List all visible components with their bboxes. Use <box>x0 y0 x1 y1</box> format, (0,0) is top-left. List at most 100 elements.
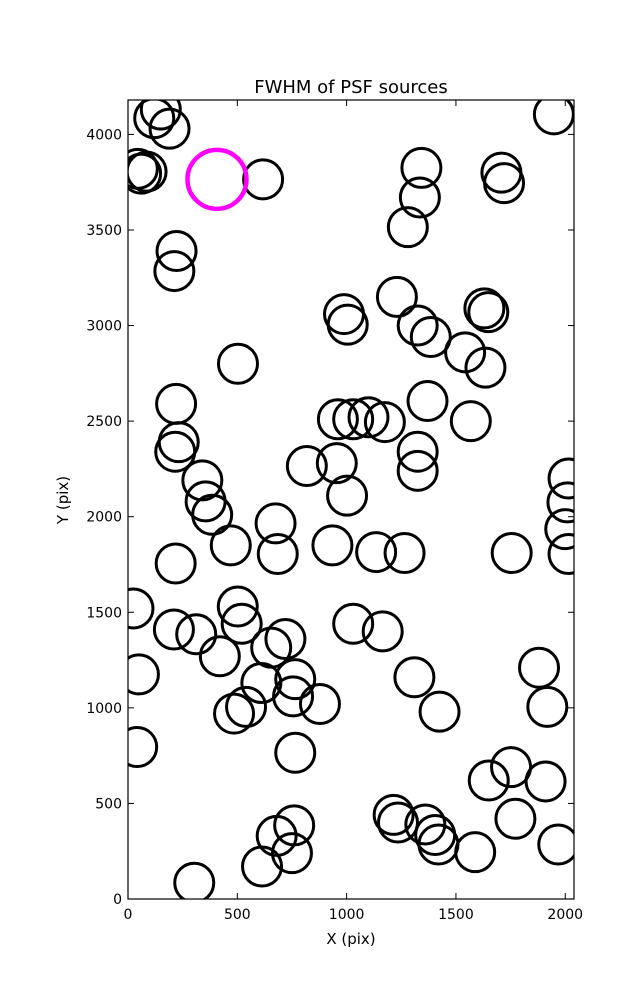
source-marker <box>396 304 439 347</box>
y-tick-label: 0 <box>113 892 122 908</box>
y-tick-label: 500 <box>95 796 122 812</box>
x-tick-label: 1500 <box>438 907 474 923</box>
source-marker <box>128 587 155 630</box>
highlighted-source-marker <box>185 147 249 212</box>
source-markers <box>128 100 574 899</box>
source-marker <box>133 100 176 140</box>
source-marker <box>483 162 526 205</box>
source-marker <box>316 398 359 441</box>
chart-title: FWHM of PSF sources <box>254 77 448 98</box>
source-marker <box>264 618 307 661</box>
source-marker <box>398 176 441 219</box>
x-axis-label: X (pix) <box>326 930 375 948</box>
source-marker <box>285 445 328 488</box>
source-marker <box>272 675 315 718</box>
source-marker <box>216 342 259 385</box>
source-marker <box>467 759 510 802</box>
source-marker <box>256 532 299 575</box>
source-marker <box>332 398 375 441</box>
source-marker <box>254 502 297 545</box>
source-marker <box>225 685 268 728</box>
source-marker <box>494 797 537 840</box>
source-marker <box>404 803 447 846</box>
y-tick-label: 1500 <box>86 605 122 621</box>
source-marker <box>181 459 224 502</box>
source-marker <box>198 635 241 678</box>
source-marker <box>547 532 574 575</box>
source-marker <box>386 206 429 249</box>
x-axis-ticks: 0 500 1000 1500 2000 <box>124 100 583 923</box>
highlight-marker-group <box>185 147 249 212</box>
source-marker <box>406 380 449 423</box>
source-marker <box>274 658 317 701</box>
source-marker <box>409 316 452 359</box>
y-tick-label: 1000 <box>86 701 122 717</box>
source-marker <box>326 303 369 346</box>
source-marker <box>153 250 196 293</box>
source-marker <box>400 146 443 189</box>
y-axis-ticks: 0 500 1000 1500 2000 2500 3000 3500 4000 <box>86 127 574 908</box>
source-marker <box>128 150 168 193</box>
source-marker <box>270 832 313 875</box>
source-marker <box>383 532 426 575</box>
source-marker <box>173 861 216 899</box>
source-marker <box>524 760 567 803</box>
source-marker <box>546 481 574 524</box>
source-marker <box>454 831 497 874</box>
source-marker <box>526 685 569 728</box>
source-marker <box>209 524 252 567</box>
source-marker <box>311 524 354 567</box>
source-marker <box>355 531 398 574</box>
y-tick-label: 2000 <box>86 510 122 526</box>
source-marker <box>377 801 420 844</box>
x-tick-label: 500 <box>224 907 251 923</box>
source-marker <box>191 493 234 536</box>
source-marker <box>315 442 358 485</box>
source-marker <box>375 275 418 318</box>
source-marker <box>547 457 574 500</box>
x-tick-label: 2000 <box>547 907 583 923</box>
x-tick-label: 1000 <box>329 907 365 923</box>
source-marker <box>213 692 256 735</box>
source-marker <box>242 158 285 201</box>
source-marker <box>372 793 415 836</box>
source-marker <box>393 656 436 699</box>
y-tick-label: 2500 <box>86 414 122 430</box>
source-marker <box>148 107 191 150</box>
source-marker <box>518 646 561 689</box>
source-marker <box>155 230 198 273</box>
source-marker <box>139 100 182 131</box>
source-marker <box>463 287 506 330</box>
source-marker <box>449 400 492 443</box>
source-marker <box>298 683 341 726</box>
source-marker <box>152 608 195 651</box>
source-marker <box>467 291 510 334</box>
source-marker <box>216 585 259 628</box>
plot-frame <box>127 99 575 900</box>
source-marker <box>396 430 439 473</box>
source-marker <box>326 474 369 517</box>
source-marker <box>128 726 159 769</box>
source-marker <box>363 401 406 444</box>
x-tick-label: 0 <box>124 907 133 923</box>
source-marker <box>537 823 574 866</box>
source-marker <box>220 602 263 645</box>
source-marker <box>418 690 461 733</box>
source-marker <box>347 396 390 439</box>
y-axis-label: Y (pix) <box>54 476 72 525</box>
source-marker <box>464 346 507 389</box>
source-marker <box>241 845 284 888</box>
source-marker <box>154 542 197 585</box>
source-marker <box>155 382 198 425</box>
source-marker <box>332 602 375 645</box>
source-marker <box>128 653 160 696</box>
source-marker <box>490 532 533 575</box>
source-marker <box>274 731 317 774</box>
source-marker <box>396 449 439 492</box>
source-marker <box>544 508 574 551</box>
source-marker <box>361 610 404 653</box>
source-marker <box>175 613 218 656</box>
source-marker <box>532 100 574 136</box>
y-tick-label: 3000 <box>86 319 122 335</box>
